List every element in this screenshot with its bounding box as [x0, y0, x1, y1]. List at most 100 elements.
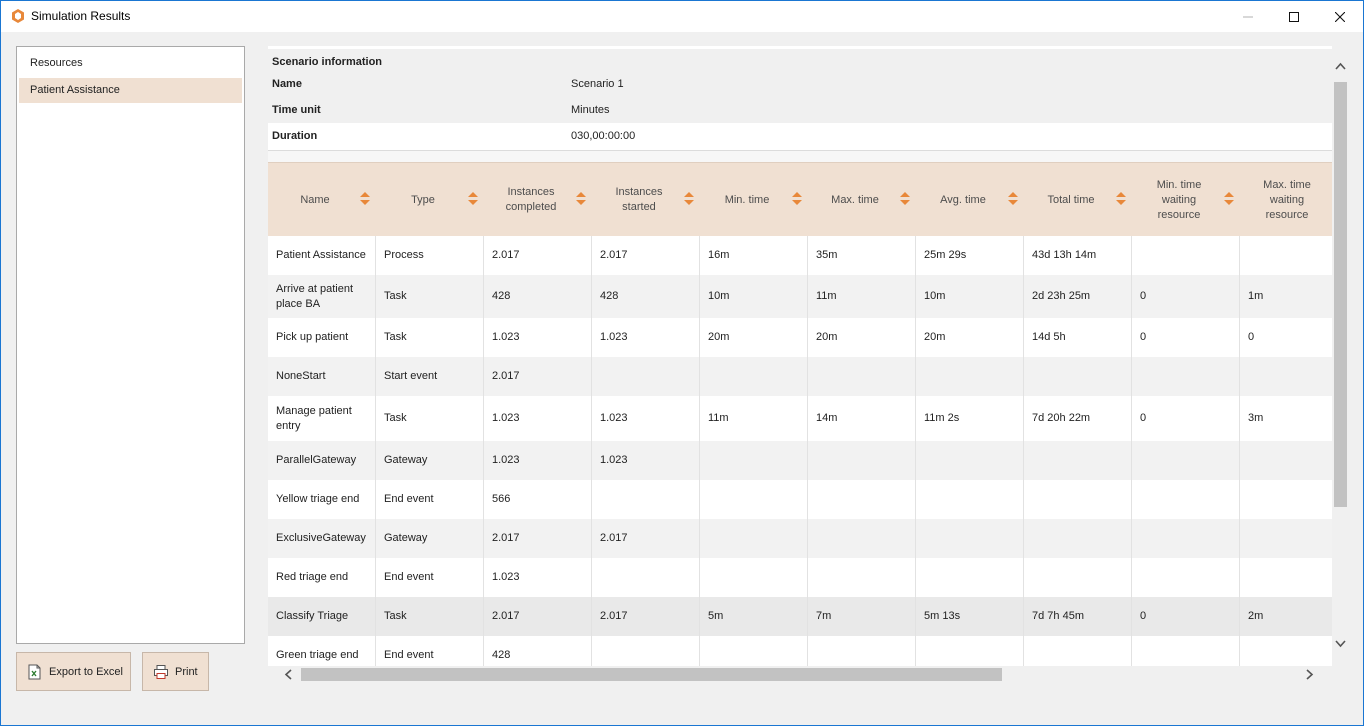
column-header-label: Total time [1047, 193, 1095, 206]
print-button[interactable]: Print [142, 652, 209, 691]
scenario-value: 030,00:00:00 [571, 130, 636, 142]
column-header-avg-time[interactable]: Avg. time [916, 163, 1024, 237]
table-row[interactable]: Yellow triage end End event 566 [268, 480, 1332, 519]
minimize-button[interactable] [1225, 1, 1271, 32]
minimize-icon [1243, 16, 1253, 17]
column-header-max-time[interactable]: Max. time [808, 163, 916, 237]
cell-instances-started: 2.017 [592, 519, 700, 558]
cell-min-waiting [1132, 558, 1240, 597]
cell-min-time: 20m [700, 318, 808, 357]
column-header-min-time[interactable]: Min. time [700, 163, 808, 237]
sort-icon[interactable] [576, 192, 586, 206]
cell-min-waiting [1132, 236, 1240, 275]
cell-max-waiting [1240, 636, 1332, 666]
cell-instances-completed: 2.017 [484, 597, 592, 636]
cell-instances-started [592, 357, 700, 396]
cell-min-time [700, 480, 808, 519]
table-row[interactable]: ParallelGateway Gateway 1.023 1.023 [268, 441, 1332, 480]
table-row[interactable]: Red triage end End event 1.023 [268, 558, 1332, 597]
column-header-name[interactable]: Name [268, 163, 376, 237]
table-row[interactable]: Patient Assistance Process 2.017 2.017 16m 35… [268, 236, 1332, 275]
cell-instances-completed: 428 [484, 275, 592, 318]
title-bar: Simulation Results [1, 1, 1363, 32]
cell-avg-time [916, 519, 1024, 558]
cell-max-waiting [1240, 558, 1332, 597]
table-row[interactable]: Arrive at patient place BA Task 428 428 10m 1… [268, 275, 1332, 318]
table-row[interactable]: Pick up patient Task 1.023 1.023 20m 20m 20m 14… [268, 318, 1332, 357]
column-header-min-waiting[interactable]: Min. time waiting resource [1132, 163, 1240, 237]
scenario-heading-row: Scenario information [268, 49, 1332, 73]
scroll-right-icon[interactable] [1306, 669, 1314, 680]
scenario-heading: Scenario information [272, 56, 383, 68]
cell-max-time [808, 519, 916, 558]
table-row[interactable]: ExclusiveGateway Gateway 2.017 2.017 [268, 519, 1332, 558]
sort-icon[interactable] [468, 192, 478, 206]
sidebar-item-patient-assistance[interactable]: Patient Assistance [19, 78, 242, 103]
window-title: Simulation Results [31, 9, 131, 23]
column-header-total-time[interactable]: Total time [1024, 163, 1132, 237]
cell-instances-completed: 566 [484, 480, 592, 519]
sort-icon[interactable] [1008, 192, 1018, 206]
column-header-type[interactable]: Type [376, 163, 484, 237]
sort-icon[interactable] [900, 192, 910, 206]
cell-total-time: 7d 7h 45m [1024, 597, 1132, 636]
sort-icon[interactable] [1224, 192, 1234, 206]
cell-instances-started: 428 [592, 275, 700, 318]
scroll-left-icon[interactable] [284, 669, 292, 680]
cell-avg-time [916, 558, 1024, 597]
horizontal-scroll-thumb[interactable] [301, 668, 1002, 681]
column-header-label: Avg. time [940, 193, 986, 206]
table-row[interactable]: NoneStart Start event 2.017 [268, 357, 1332, 396]
cell-instances-completed: 1.023 [484, 396, 592, 441]
cell-min-time [700, 636, 808, 666]
sort-icon[interactable] [1116, 192, 1126, 206]
cell-instances-completed: 1.023 [484, 558, 592, 597]
column-header-label: Min. time waiting resource [1156, 178, 1202, 221]
cell-max-time: 14m [808, 396, 916, 441]
column-header-instances-started[interactable]: Instances started [592, 163, 700, 237]
cell-max-waiting: 0 [1240, 318, 1332, 357]
column-header-instances-completed[interactable]: Instances completed [484, 163, 592, 237]
scroll-down-icon[interactable] [1335, 640, 1346, 648]
cell-max-time: 35m [808, 236, 916, 275]
vertical-scrollbar[interactable] [1332, 46, 1349, 666]
column-header-label: Min. time [724, 193, 770, 206]
close-button[interactable] [1317, 1, 1363, 32]
cell-type: Gateway [376, 441, 484, 480]
scroll-up-icon[interactable] [1335, 62, 1346, 70]
table-row[interactable]: Manage patient entry Task 1.023 1.023 11m 14m… [268, 396, 1332, 441]
cell-avg-time [916, 480, 1024, 519]
table-row[interactable]: Green triage end End event 428 [268, 636, 1332, 666]
cell-min-waiting: 0 [1132, 275, 1240, 318]
cell-avg-time [916, 441, 1024, 480]
cell-avg-time: 20m [916, 318, 1024, 357]
cell-max-waiting [1240, 519, 1332, 558]
cell-instances-completed: 2.017 [484, 519, 592, 558]
vertical-scroll-thumb[interactable] [1334, 82, 1347, 507]
sidebar-item-resources[interactable]: Resources [30, 57, 83, 69]
cell-min-time: 11m [700, 396, 808, 441]
cell-instances-started [592, 636, 700, 666]
horizontal-scrollbar[interactable] [268, 666, 1332, 683]
cell-avg-time [916, 357, 1024, 396]
sort-icon[interactable] [684, 192, 694, 206]
maximize-icon [1289, 11, 1299, 22]
table-header: Name Type Instances completed Instances sta… [268, 162, 1332, 236]
cell-type: End event [376, 558, 484, 597]
sort-icon[interactable] [792, 192, 802, 206]
export-to-excel-button[interactable]: Export to Excel [16, 652, 131, 691]
maximize-button[interactable] [1271, 1, 1317, 32]
cell-instances-started: 1.023 [592, 396, 700, 441]
cell-max-waiting [1240, 236, 1332, 275]
cell-min-time [700, 519, 808, 558]
table-row[interactable]: Classify Triage Task 2.017 2.017 5m 7m 5m 13s 7… [268, 597, 1332, 636]
sidebar-list: Resources Patient Assistance [16, 46, 245, 644]
scenario-value: Scenario 1 [571, 78, 624, 90]
column-header-max-waiting[interactable]: Max. time waiting resource [1240, 163, 1332, 237]
cell-min-waiting [1132, 519, 1240, 558]
sort-icon[interactable] [360, 192, 370, 206]
cell-max-time: 20m [808, 318, 916, 357]
divider [268, 151, 1332, 162]
cell-name: ParallelGateway [268, 441, 376, 480]
